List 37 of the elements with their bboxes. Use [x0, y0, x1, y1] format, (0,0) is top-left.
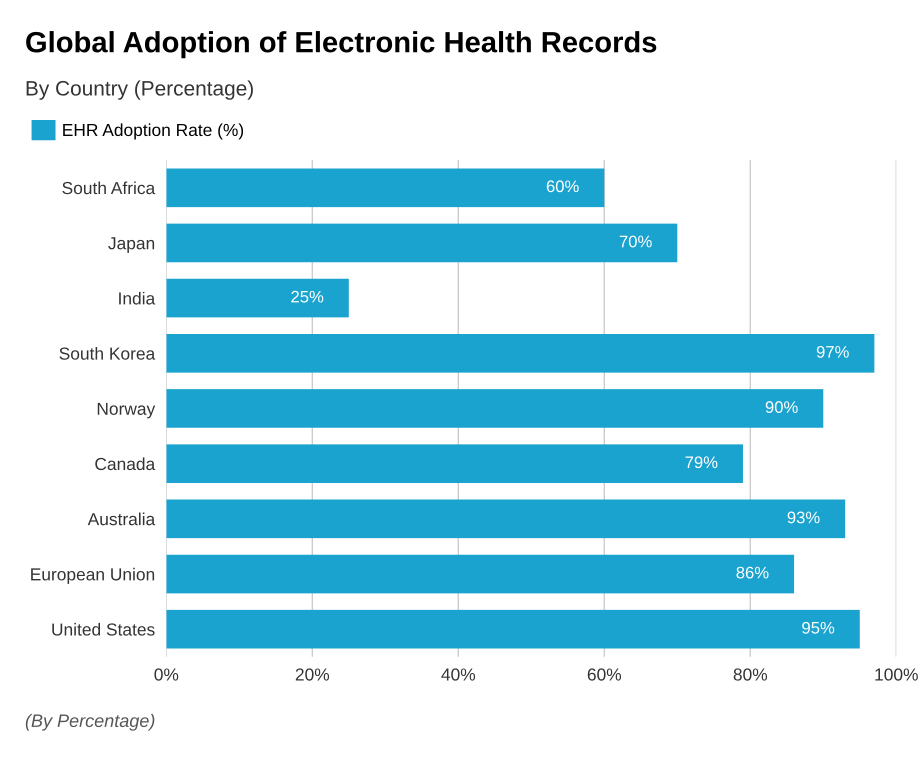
- bar: [166, 278, 349, 318]
- y-tick-label: South Africa: [62, 181, 156, 194]
- legend-label: EHR Adoption Rate (%): [63, 123, 244, 140]
- bar: [166, 444, 743, 483]
- y-tick-label: European Union: [31, 568, 154, 584]
- y-tick-label: India: [119, 292, 156, 305]
- bar: [166, 500, 846, 538]
- bar: [166, 334, 874, 373]
- y-tick-label: Norway: [98, 402, 156, 418]
- data-label: 93%: [788, 512, 820, 524]
- text: (By Percentage): [26, 714, 154, 731]
- x-tick-label: 80%: [734, 668, 768, 681]
- data-label: 95%: [802, 622, 834, 634]
- chart-title: Global Adoption of Electronic Health Records: [26, 31, 656, 58]
- data-label: 79%: [686, 456, 718, 468]
- x-tick-label: 20%: [296, 668, 330, 681]
- y-tick-label: Japan: [108, 237, 154, 253]
- bar: [166, 610, 860, 649]
- y-tick-label: Australia: [88, 512, 156, 526]
- x-tick-label: 0%: [154, 668, 178, 681]
- x-tick-label: 40%: [441, 668, 476, 681]
- bar: [166, 554, 794, 594]
- x-tick-label: 100%: [875, 668, 918, 681]
- bar: [166, 224, 678, 262]
- y-tick-label: Canada: [95, 457, 156, 470]
- data-label: 90%: [766, 401, 798, 413]
- data-label: 60%: [546, 180, 579, 192]
- data-label: 97%: [816, 346, 849, 358]
- y-tick-label: United States: [52, 622, 155, 636]
- data-label: 86%: [736, 566, 769, 579]
- bar: [166, 389, 824, 428]
- chart-subtitle: By Country (Percentage): [26, 80, 253, 100]
- data-label: 25%: [291, 290, 324, 303]
- x-tick-label: 60%: [588, 668, 622, 681]
- bar: [166, 168, 604, 208]
- y-tick-label: South Korea: [59, 347, 156, 360]
- data-label: 70%: [620, 236, 652, 248]
